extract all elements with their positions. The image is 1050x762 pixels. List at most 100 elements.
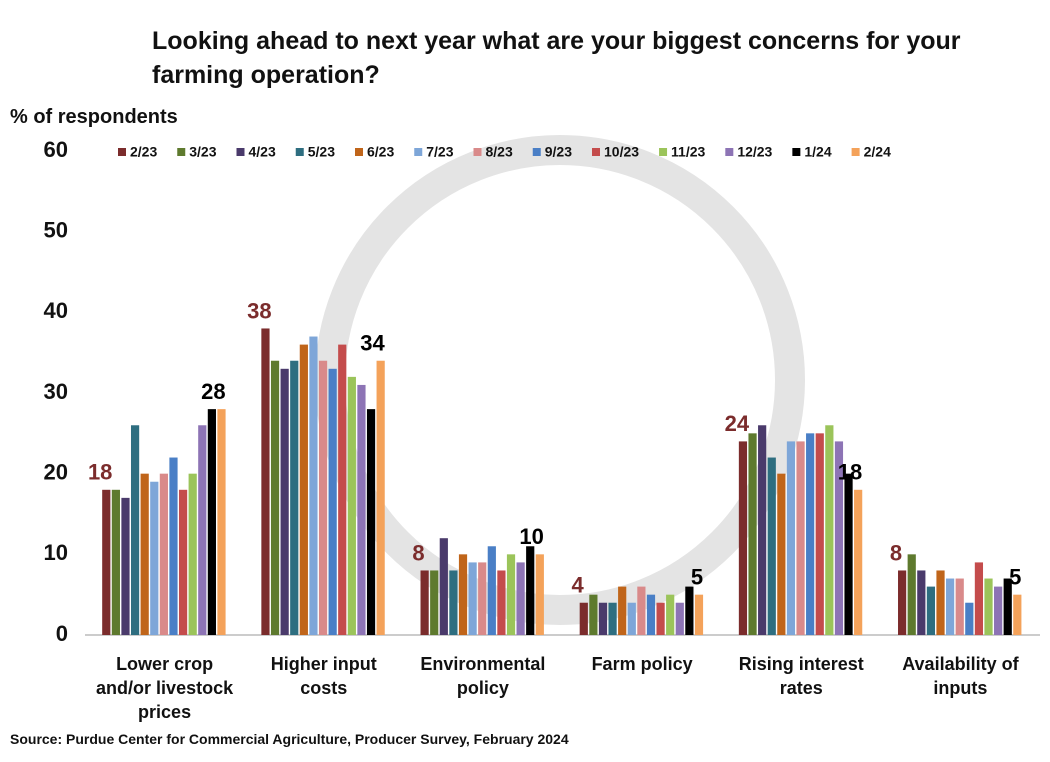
bar	[898, 570, 907, 635]
y-tick-label: 50	[44, 217, 68, 242]
legend-swatch	[118, 148, 126, 156]
bar	[366, 409, 376, 635]
data-label: 8	[412, 540, 424, 565]
bar	[994, 586, 1003, 635]
legend-label: 12/23	[737, 144, 772, 160]
source: Source: Purdue Center for Commercial Agr…	[10, 731, 569, 747]
x-tick-label: Lower crop and/or livestock prices	[96, 654, 234, 722]
y-tick-label: 20	[44, 459, 68, 484]
bar	[685, 586, 694, 635]
legend-swatch	[659, 148, 668, 156]
legend-swatch	[851, 148, 860, 156]
bar	[965, 602, 974, 635]
bar	[738, 441, 748, 635]
legend-swatch	[177, 148, 186, 156]
bar	[478, 562, 487, 635]
data-label: 10	[519, 524, 543, 549]
bar	[834, 441, 844, 635]
bar	[1003, 578, 1012, 635]
bar	[338, 344, 347, 635]
bar	[188, 473, 197, 635]
x-tick-label: Availability of inputs	[902, 654, 1019, 698]
legend-swatch	[532, 148, 541, 156]
bar	[169, 457, 178, 635]
bar	[328, 368, 337, 635]
bar	[618, 586, 627, 635]
legend-swatch	[236, 148, 245, 156]
bar	[936, 570, 945, 635]
bar	[217, 409, 226, 635]
y-tick-label: 10	[44, 540, 68, 565]
data-label: 28	[201, 379, 225, 404]
bar	[627, 602, 636, 635]
x-tick-label: Farm policy	[591, 654, 693, 674]
bar	[758, 425, 767, 635]
bar	[984, 578, 993, 635]
bar	[825, 425, 834, 635]
bar	[347, 376, 356, 635]
bar	[516, 562, 525, 635]
bar	[318, 360, 328, 635]
legend-label: 8/23	[486, 144, 513, 160]
bar	[140, 473, 149, 635]
bar	[786, 441, 796, 635]
bar	[646, 594, 656, 635]
bar	[656, 602, 665, 635]
bar	[468, 562, 477, 635]
bar	[535, 554, 544, 635]
bar	[907, 554, 916, 635]
data-label: 4	[572, 573, 585, 598]
bar	[420, 570, 429, 635]
legend-swatch	[295, 148, 304, 156]
legend-label: 9/23	[545, 144, 572, 160]
legend-swatch	[355, 148, 363, 156]
data-label: 18	[838, 460, 862, 485]
bar	[926, 586, 936, 635]
bar	[506, 554, 516, 635]
legend-label: 7/23	[426, 144, 453, 160]
bar	[299, 344, 308, 635]
bar	[207, 409, 216, 635]
bar	[357, 384, 366, 635]
bar	[1013, 594, 1022, 635]
bar	[198, 425, 207, 635]
y-tick-label: 60	[44, 137, 68, 162]
bar	[159, 473, 168, 635]
data-label: 5	[1009, 564, 1021, 589]
bar	[497, 570, 506, 635]
bar	[309, 336, 318, 635]
bar	[777, 473, 786, 635]
data-label: 24	[725, 411, 750, 436]
bar	[806, 433, 815, 635]
legend-label: 5/23	[308, 144, 335, 160]
y-tick-label: 0	[56, 621, 68, 646]
bar	[439, 538, 448, 635]
bar	[270, 360, 280, 635]
legend-label: 10/23	[604, 144, 639, 160]
x-tick-label: Environmental policy	[420, 654, 546, 698]
x-tick-label: Higher input costs	[270, 654, 377, 698]
bar	[430, 570, 439, 635]
bar	[946, 578, 955, 635]
bar	[121, 497, 130, 635]
bar	[815, 433, 824, 635]
bar	[844, 473, 853, 635]
bar	[974, 562, 984, 635]
bar	[449, 570, 458, 635]
legend-label: 2/23	[130, 144, 157, 160]
bar	[376, 360, 385, 635]
bar	[854, 489, 863, 635]
legend-label: 4/23	[249, 144, 276, 160]
bar	[526, 546, 535, 635]
bar	[796, 441, 805, 635]
legend-swatch	[414, 148, 423, 156]
legend-swatch	[473, 148, 482, 156]
bar	[589, 594, 598, 635]
bar	[130, 425, 140, 635]
data-label: 8	[890, 540, 902, 565]
bar	[598, 602, 608, 635]
bar	[111, 489, 120, 635]
bar	[637, 586, 646, 635]
legend-swatch	[725, 148, 734, 156]
